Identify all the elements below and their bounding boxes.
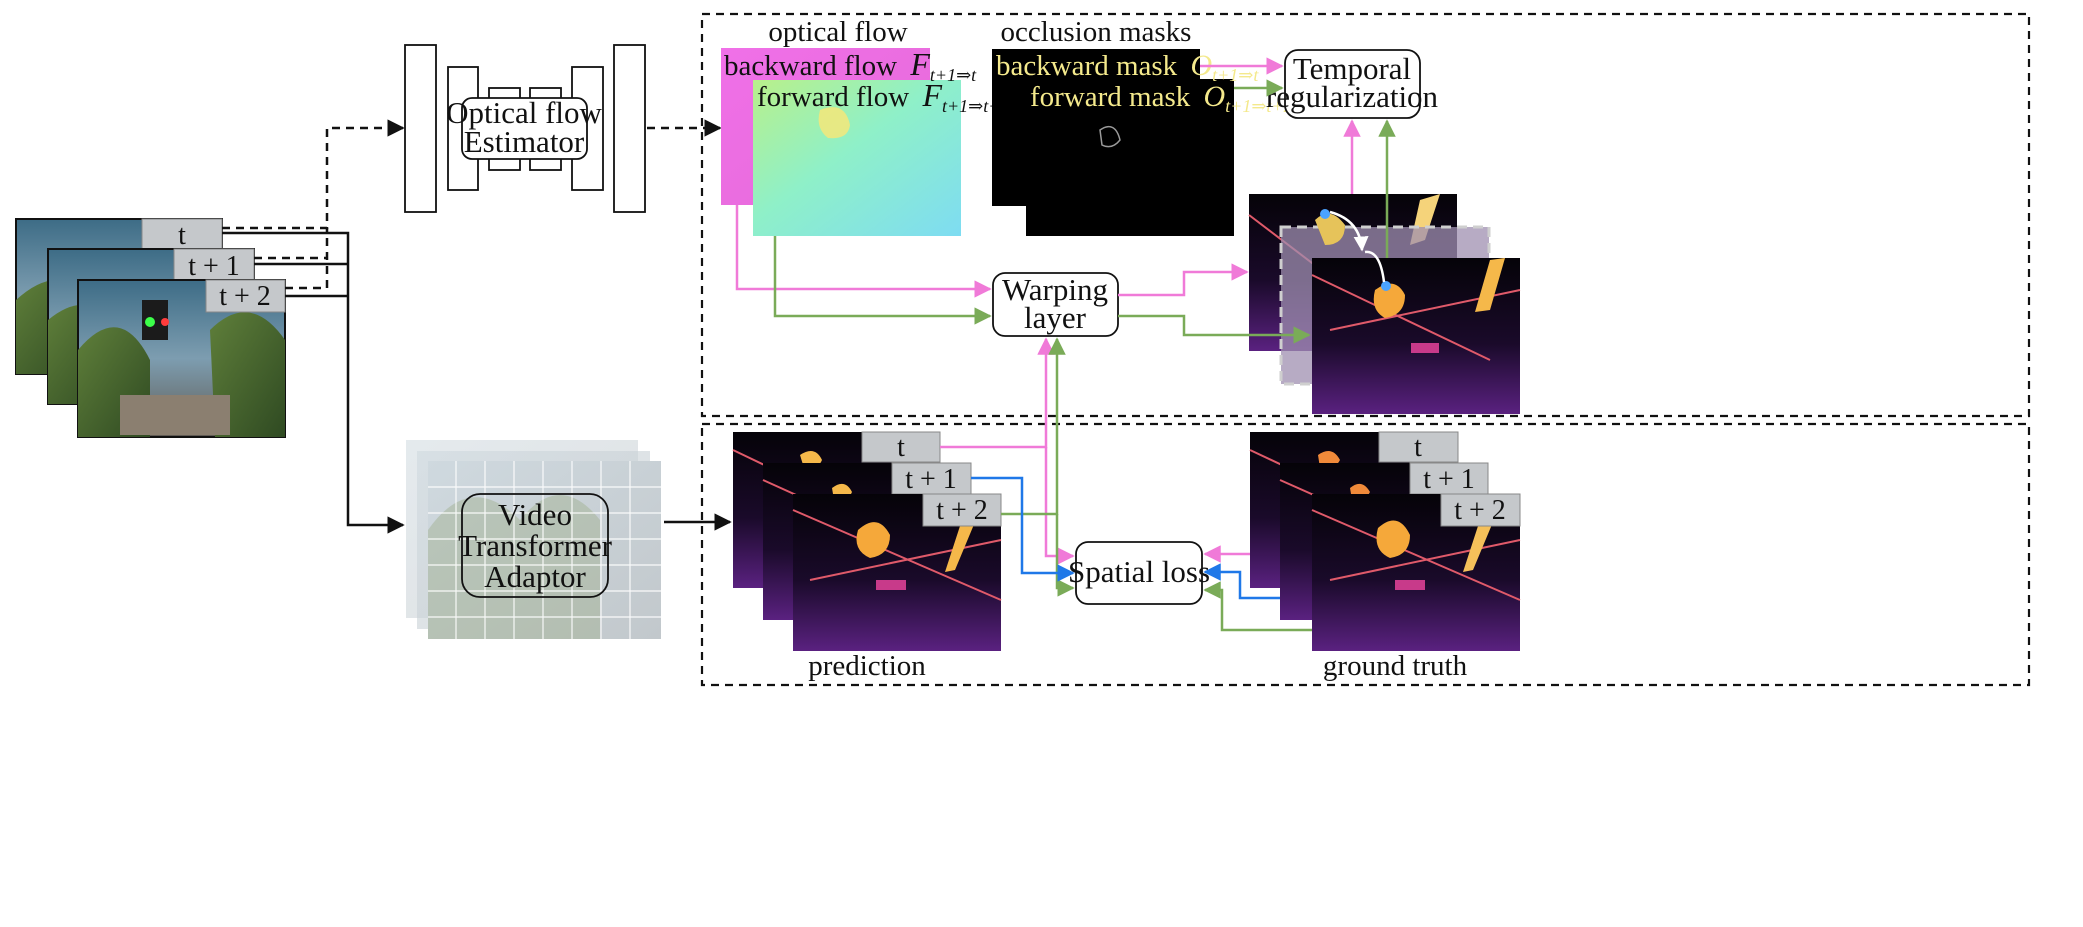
frame-tag-t1: t + 1: [188, 251, 240, 282]
forward-mask-image: [1026, 79, 1234, 236]
warping-label-2: layer: [1024, 300, 1087, 335]
temporal-label-2: regularization: [1266, 79, 1439, 114]
gt-tag-t1: t + 1: [1423, 464, 1475, 495]
input-frame-t2: [77, 279, 286, 438]
optical-flow-estimator: [404, 44, 646, 213]
warping-label-1: Warping: [1002, 272, 1108, 307]
video-transformer-adaptor: [406, 440, 661, 639]
spatial-loss-label: Spatial loss: [1068, 554, 1210, 589]
backward-flow-label: backward flow Ft+1⇒t: [724, 46, 977, 85]
green-connectors: [773, 79, 1396, 632]
pred-tag-t1: t + 1: [905, 464, 957, 495]
input-frames: t t + 1 t + 2: [15, 218, 286, 438]
temporal-region: [700, 12, 2031, 418]
spatial-region: [700, 422, 2031, 687]
optical-flow-title: optical flow: [768, 16, 907, 48]
pred-tag-t: t: [897, 432, 905, 463]
prediction-label: prediction: [808, 650, 926, 682]
warping-layer-box: [992, 272, 1119, 337]
adaptor-label-1: Video: [498, 497, 572, 532]
adaptor-label-2: Transformer: [458, 528, 613, 563]
prediction-images: t t + 1 t + 2: [732, 431, 1002, 651]
ground-truth-label: ground truth: [1323, 650, 1468, 682]
ground-truth-images: t t + 1 t + 2: [1249, 431, 1521, 651]
frame-tag-t: t: [178, 220, 186, 251]
temporal-regularization-box: [1284, 49, 1421, 119]
gt-tag-t: t: [1414, 432, 1422, 463]
occlusion-masks-title: occlusion masks: [1001, 16, 1192, 48]
temporal-label-1: Temporal: [1293, 51, 1411, 86]
pred-tag-t2: t + 2: [936, 495, 988, 526]
forward-flow-image: [753, 80, 961, 236]
pink-connectors: [735, 57, 1361, 565]
gt-tag-t2: t + 2: [1454, 495, 1506, 526]
estimator-label-1: Optical flow: [446, 95, 602, 130]
backward-mask-label: backward mask Ot+1⇒t: [996, 49, 1259, 85]
adaptor-label-3: Adaptor: [484, 559, 586, 594]
input-connections: [222, 119, 405, 534]
spatial-loss-box: [1075, 541, 1203, 605]
forward-mask-label: forward mask Ot+1⇒t+2: [1030, 80, 1293, 116]
estimator-label-2: Estimator: [464, 124, 585, 159]
blue-connectors: [971, 476, 1280, 600]
warped-depth-images: [1248, 194, 1521, 414]
frame-tag-t2: t + 2: [219, 281, 271, 312]
